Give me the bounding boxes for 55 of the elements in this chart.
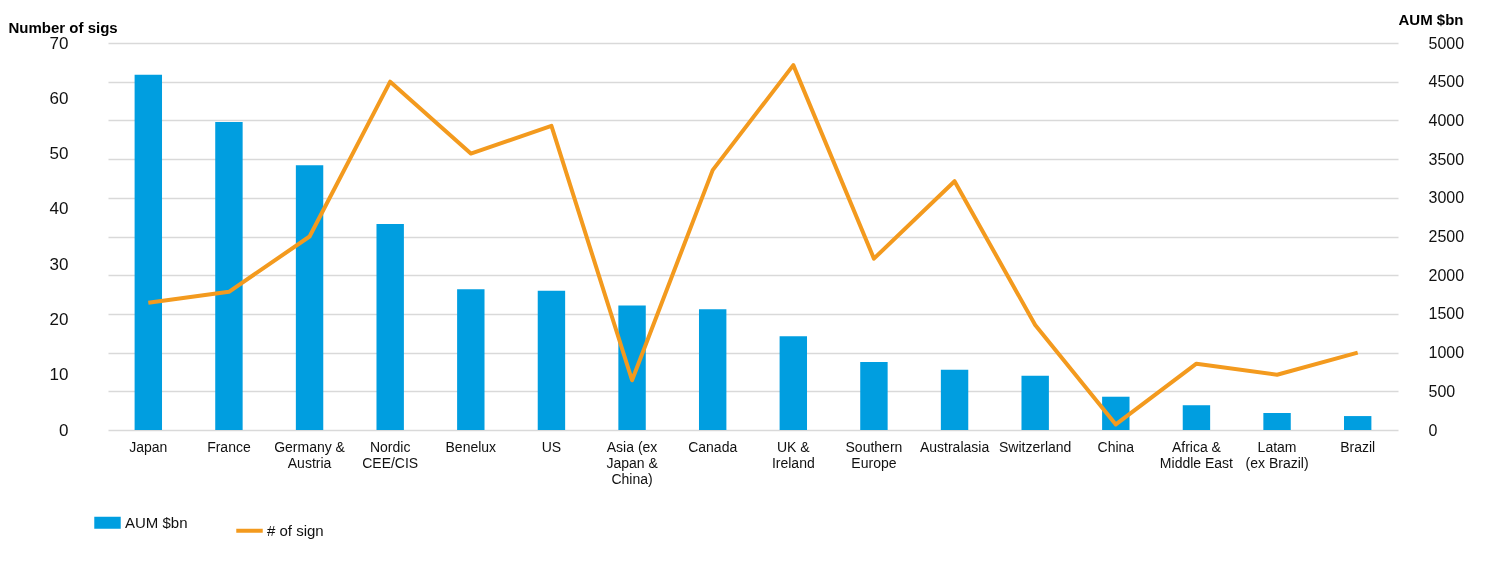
y2-tick-label: 3500 — [1428, 150, 1465, 168]
bar — [779, 336, 808, 430]
x-tick-label: Southern Europe — [845, 438, 903, 471]
line-series — [146, 63, 1360, 427]
y2-tick-label: 0 — [1428, 421, 1438, 439]
bar — [134, 74, 163, 430]
x-tick-label: Benelux — [445, 438, 497, 455]
x-tick-label: Asia (ex Japan & China) — [606, 438, 659, 487]
bar — [376, 224, 404, 430]
x-tick-label: Brazil — [1340, 438, 1376, 455]
y-tick-label: 10 — [49, 365, 69, 385]
x-tick-label: Germany & Austria — [274, 438, 346, 471]
y2-tick-label: 5000 — [1428, 34, 1465, 52]
x-tick-label: Switzerland — [999, 438, 1072, 455]
y2-tick-label: 3000 — [1428, 189, 1465, 207]
x-tick-label: Japan — [129, 438, 168, 455]
y2-tick-label: 500 — [1428, 382, 1456, 400]
bar — [457, 289, 485, 430]
x-tick-label: Nordic CEE/CIS — [362, 438, 419, 471]
x-tick-label: China — [1097, 438, 1135, 455]
bar — [215, 121, 243, 430]
bar — [1343, 416, 1372, 430]
legend-label: AUM $bn — [125, 513, 188, 531]
bar — [1263, 412, 1291, 430]
y-tick-label: 30 — [49, 254, 69, 274]
y2-axis-title: AUM $bn — [1398, 10, 1464, 28]
bar — [1182, 405, 1211, 430]
y-tick-label: 60 — [49, 88, 69, 108]
x-tick-label: France — [207, 438, 251, 455]
bar — [1021, 375, 1049, 430]
x-tick-label: US — [541, 438, 562, 455]
bar — [618, 305, 646, 430]
x-tick-label: Australasia — [919, 438, 990, 455]
bar — [295, 165, 324, 430]
x-tick-label: Africa & Middle East — [1159, 438, 1234, 471]
bar — [698, 309, 727, 430]
x-tick-label: Latam (ex Brazil) — [1245, 438, 1309, 471]
y-tick-label: 50 — [49, 144, 69, 164]
y-tick-label: 40 — [49, 199, 69, 219]
y2-tick-label: 1500 — [1428, 305, 1465, 323]
y2-tick-label: 2500 — [1428, 228, 1465, 245]
y-tick-label: 20 — [49, 309, 69, 329]
bar — [940, 369, 969, 430]
y-axis-title: Number of sigs — [8, 18, 118, 36]
bar — [537, 290, 566, 430]
legend-label: # of sign — [267, 521, 324, 539]
y2-tick-label: 1000 — [1428, 344, 1465, 362]
y-tick-label: 0 — [59, 420, 69, 440]
bar — [860, 361, 888, 430]
y2-tick-label: 4500 — [1428, 73, 1465, 91]
y2-tick-label: 4000 — [1428, 111, 1465, 129]
y-tick-label: 70 — [49, 33, 69, 53]
x-tick-label: Canada — [688, 438, 738, 455]
y2-tick-label: 2000 — [1428, 266, 1465, 284]
x-tick-label: UK & Ireland — [771, 438, 815, 471]
